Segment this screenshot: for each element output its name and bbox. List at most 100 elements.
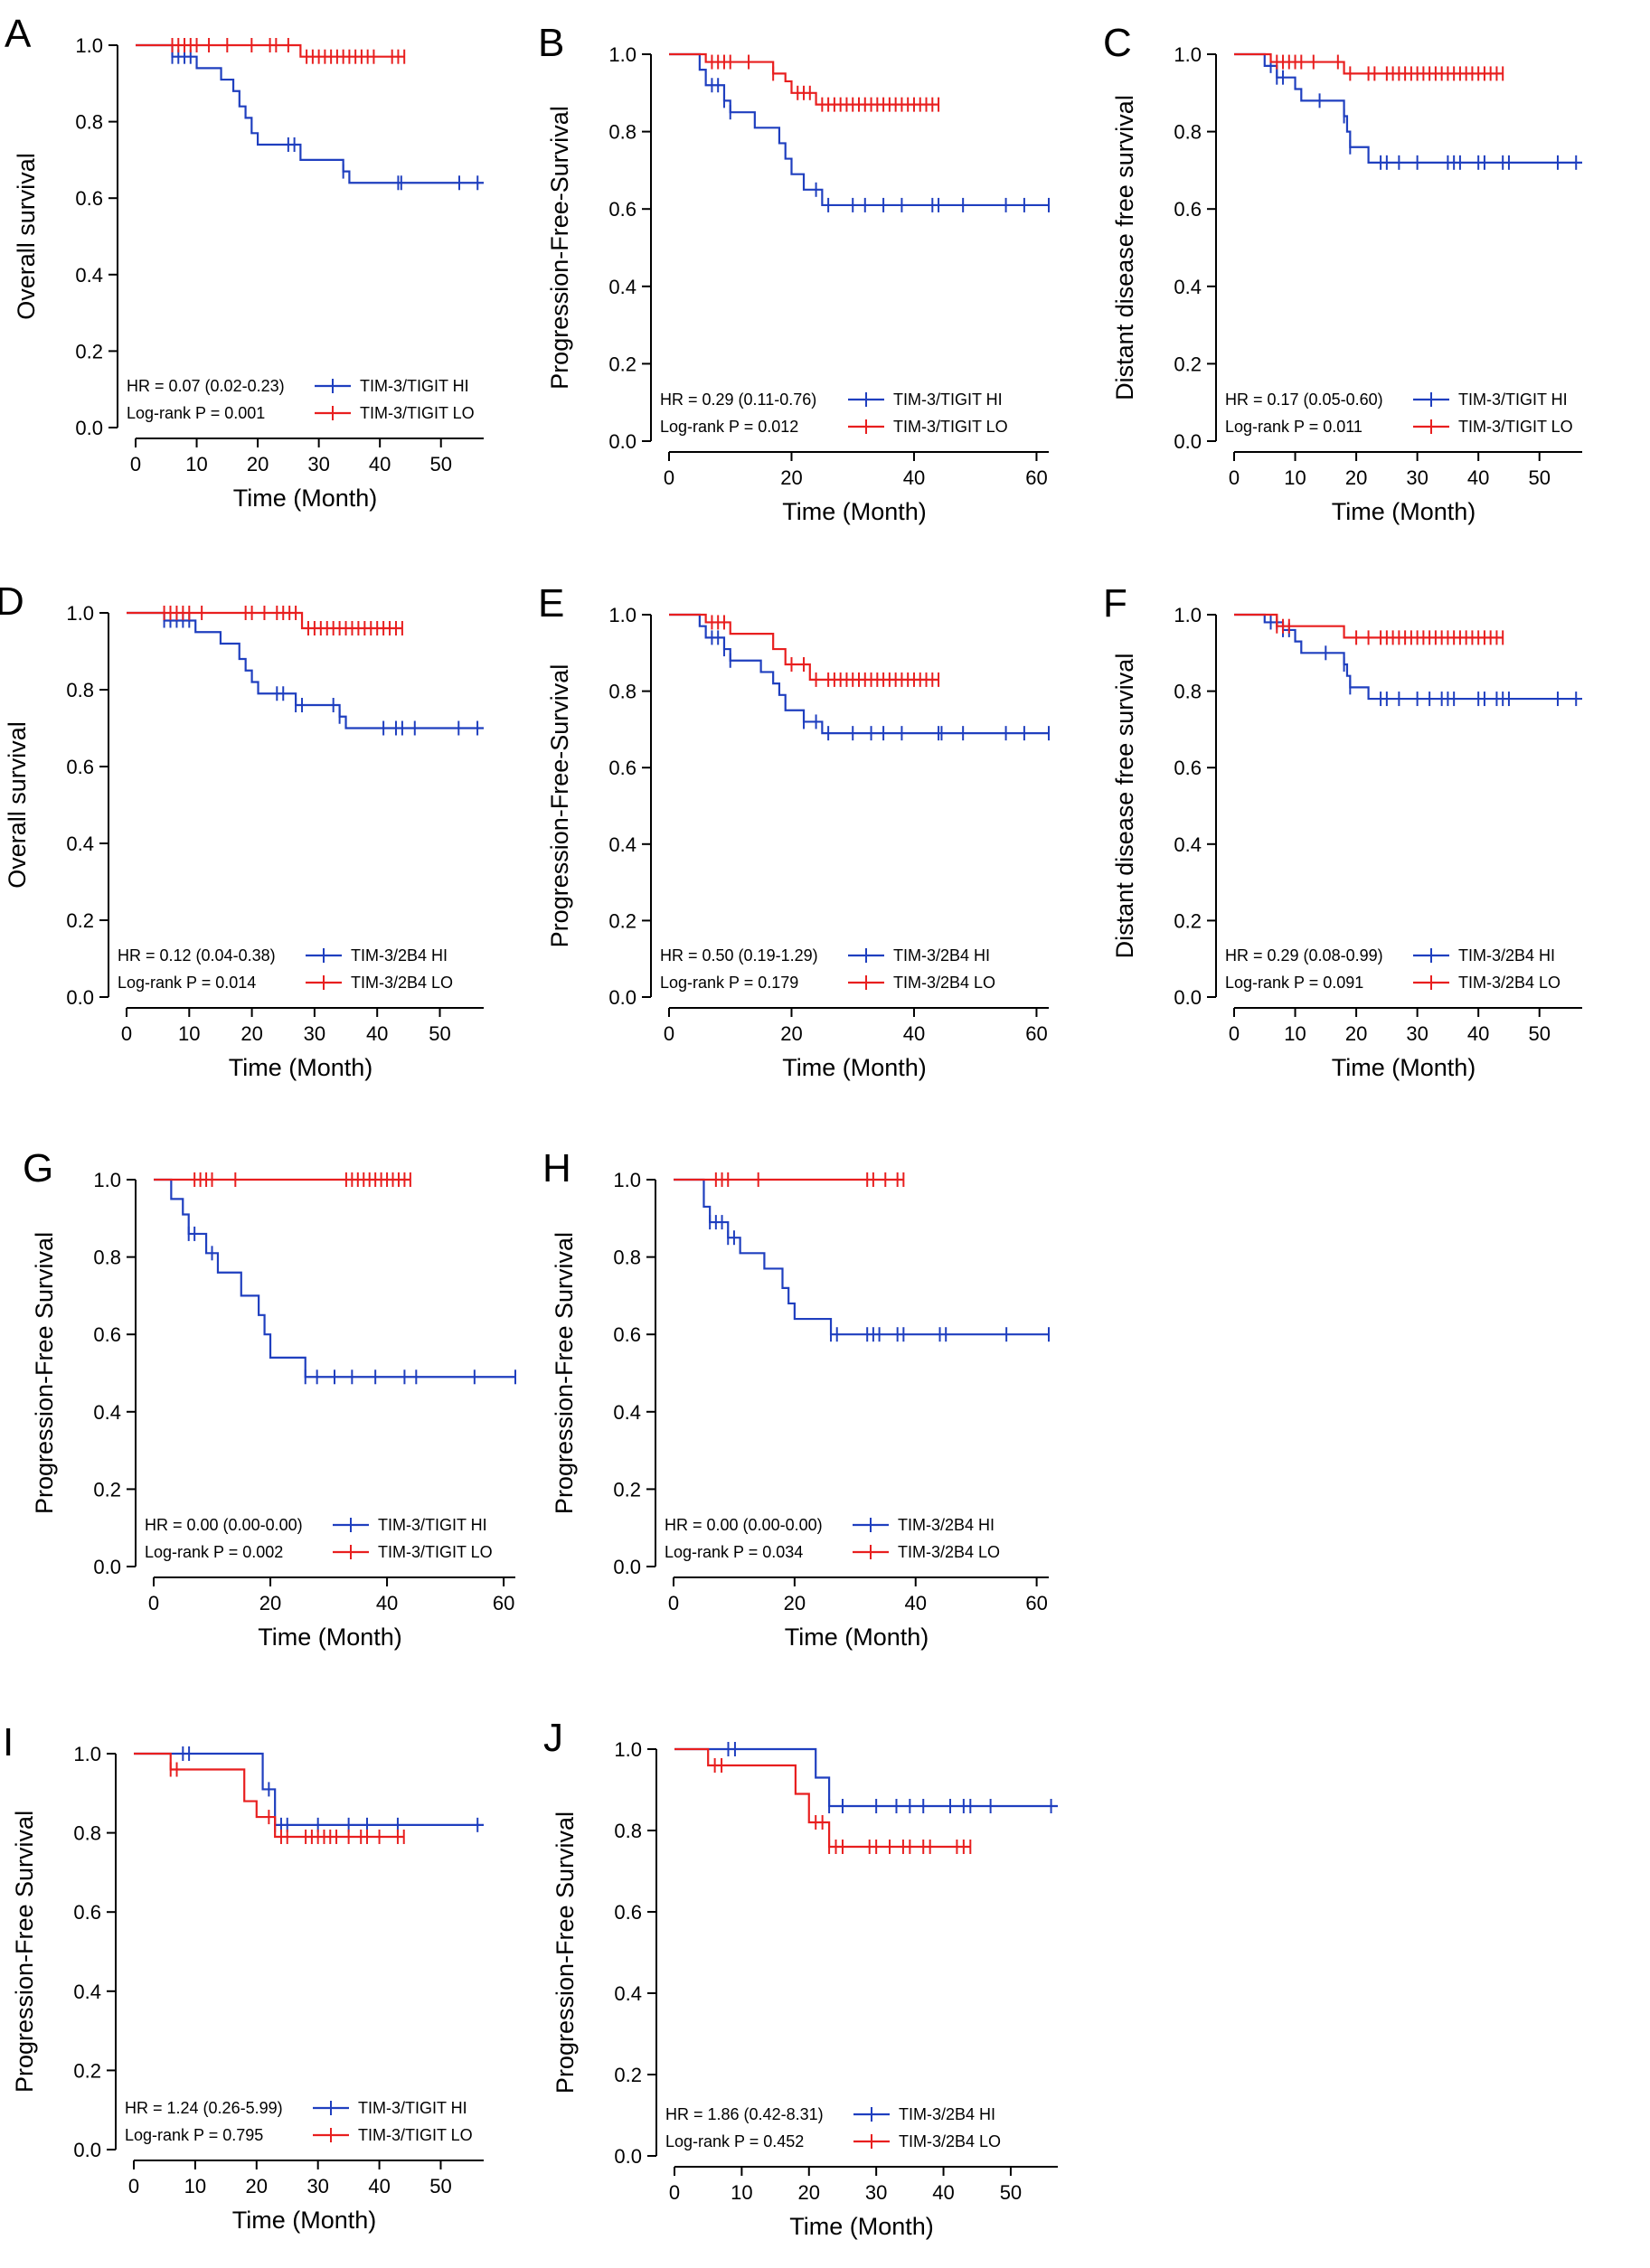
y-tick-label: 1.0 bbox=[66, 602, 94, 625]
series-line-hi bbox=[1234, 613, 1582, 701]
x-tick-label: 0 bbox=[664, 1022, 674, 1045]
x-tick-label: 40 bbox=[366, 1022, 388, 1045]
y-tick-label: 1.0 bbox=[75, 34, 103, 57]
x-tick-label: 20 bbox=[1345, 466, 1367, 489]
y-axis-title: Progression-Free Survival bbox=[552, 1812, 579, 2094]
x-axis-title: Time (Month) bbox=[1332, 1054, 1476, 1081]
y-axis-title: Distant disease free survival bbox=[1111, 654, 1138, 959]
y-tick-label: 1.0 bbox=[93, 1169, 121, 1191]
hazard-ratio-text: HR = 0.07 (0.02-0.23) bbox=[127, 377, 285, 395]
x-tick-label: 10 bbox=[185, 453, 207, 475]
y-tick-label: 0.8 bbox=[608, 121, 636, 144]
series-line-lo bbox=[1234, 613, 1504, 639]
logrank-p-text: Log-rank P = 0.002 bbox=[145, 1543, 283, 1561]
series-line-hi bbox=[674, 1178, 1049, 1336]
y-axis-title: Progression-Free-Survival bbox=[546, 106, 573, 390]
y-tick-label: 0.0 bbox=[73, 2139, 101, 2161]
x-tick-label: 50 bbox=[1528, 1022, 1550, 1045]
x-tick-label: 0 bbox=[128, 2175, 139, 2197]
series-line-hi bbox=[154, 1178, 515, 1379]
y-tick-label: 0.4 bbox=[66, 833, 94, 855]
panel-e: E 0.0 0.2 0.4 0.6 0.8 1.0 0 20 40 60 Time (Month) Pr… bbox=[538, 581, 1050, 1081]
x-tick-label: 40 bbox=[932, 2181, 954, 2204]
x-tick-label: 10 bbox=[184, 2175, 206, 2197]
x-tick-label: 10 bbox=[1284, 1022, 1306, 1045]
hazard-ratio-text: HR = 0.12 (0.04-0.38) bbox=[118, 946, 276, 965]
y-tick-label: 1.0 bbox=[1174, 604, 1202, 626]
panel-letter: I bbox=[3, 1720, 14, 1765]
y-axis-title: Overall survival bbox=[4, 721, 31, 889]
legend-label: TIM-3/TIGIT HI bbox=[360, 377, 469, 395]
y-tick-label: 0.8 bbox=[93, 1247, 121, 1269]
hazard-ratio-text: HR = 1.86 (0.42-8.31) bbox=[665, 2105, 824, 2123]
x-tick-label: 50 bbox=[1528, 466, 1550, 489]
y-tick-label: 0.4 bbox=[608, 833, 636, 856]
y-axis-title: Overall survival bbox=[13, 153, 40, 320]
x-axis-title: Time (Month) bbox=[789, 2213, 934, 2240]
y-tick-label: 0.6 bbox=[66, 756, 94, 778]
y-tick-label: 0.4 bbox=[614, 1982, 642, 2005]
series-line-lo bbox=[136, 43, 405, 58]
y-tick-label: 1.0 bbox=[73, 1743, 101, 1765]
y-tick-label: 0.6 bbox=[1174, 198, 1202, 221]
y-tick-label: 0.4 bbox=[1174, 833, 1202, 856]
x-tick-label: 20 bbox=[247, 453, 269, 475]
legend-label: TIM-3/TIGIT LO bbox=[1458, 418, 1573, 436]
x-tick-label: 30 bbox=[1406, 1022, 1428, 1045]
y-tick-label: 1.0 bbox=[608, 43, 636, 66]
series-line-hi bbox=[674, 1747, 1058, 1808]
y-tick-label: 1.0 bbox=[608, 604, 636, 626]
y-axis-title: Progression-Free-Survival bbox=[546, 664, 573, 948]
x-tick-label: 60 bbox=[1025, 1022, 1047, 1045]
x-tick-label: 30 bbox=[307, 453, 329, 475]
x-tick-label: 60 bbox=[493, 1592, 514, 1614]
x-axis-title: Time (Month) bbox=[1332, 498, 1476, 525]
y-tick-label: 0.8 bbox=[613, 1247, 641, 1269]
panel-letter: B bbox=[538, 21, 564, 65]
panel-j: J 0.0 0.2 0.4 0.6 0.8 1.0 0 10 20 30 40 50 Time (Mont… bbox=[543, 1716, 1058, 2240]
y-tick-label: 0.8 bbox=[75, 111, 103, 134]
legend-label: TIM-3/2B4 LO bbox=[1458, 974, 1560, 992]
x-tick-label: 60 bbox=[1025, 1592, 1047, 1614]
y-tick-label: 0.8 bbox=[614, 1820, 642, 1842]
logrank-p-text: Log-rank P = 0.014 bbox=[118, 974, 256, 992]
hazard-ratio-text: HR = 0.29 (0.11-0.76) bbox=[660, 391, 816, 409]
y-tick-label: 0.6 bbox=[73, 1901, 101, 1924]
x-tick-label: 0 bbox=[121, 1022, 132, 1045]
panel-h: H 0.0 0.2 0.4 0.6 0.8 1.0 0 20 40 60 Time (Month) Pr… bbox=[542, 1146, 1050, 1651]
x-tick-label: 60 bbox=[1025, 466, 1047, 489]
x-axis-title: Time (Month) bbox=[258, 1623, 402, 1651]
y-axis-title: Progression-Free Survival bbox=[11, 1811, 38, 2093]
legend-label: TIM-3/TIGIT HI bbox=[378, 1516, 487, 1534]
series-line-lo bbox=[669, 52, 939, 106]
x-tick-label: 30 bbox=[304, 1022, 325, 1045]
x-tick-label: 40 bbox=[368, 2175, 390, 2197]
x-tick-label: 20 bbox=[780, 466, 802, 489]
panel-i: I 0.0 0.2 0.4 0.6 0.8 1.0 0 10 20 30 40 50 Time (Mont… bbox=[3, 1720, 484, 2234]
x-axis-title: Time (Month) bbox=[233, 485, 378, 512]
x-tick-label: 50 bbox=[429, 2175, 451, 2197]
x-tick-label: 0 bbox=[668, 1592, 679, 1614]
x-tick-label: 30 bbox=[306, 2175, 328, 2197]
series-line-hi bbox=[669, 52, 1049, 207]
y-tick-label: 0.2 bbox=[66, 909, 94, 932]
y-axis-title: Progression-Free Survival bbox=[551, 1232, 578, 1514]
y-tick-label: 0.2 bbox=[93, 1478, 121, 1501]
panel-letter: C bbox=[1103, 21, 1132, 65]
x-tick-label: 50 bbox=[429, 453, 451, 475]
y-tick-label: 0.4 bbox=[1174, 276, 1202, 298]
y-tick-label: 0.8 bbox=[608, 681, 636, 703]
logrank-p-text: Log-rank P = 0.795 bbox=[125, 2126, 263, 2144]
y-axis-title: Progression-Free Survival bbox=[31, 1232, 58, 1514]
panel-g: G 0.0 0.2 0.4 0.6 0.8 1.0 0 20 40 60 Time (Month) Pr… bbox=[23, 1146, 516, 1651]
x-tick-label: 0 bbox=[130, 453, 141, 475]
y-tick-label: 0.2 bbox=[75, 340, 103, 362]
x-tick-label: 40 bbox=[1467, 1022, 1489, 1045]
x-tick-label: 0 bbox=[1229, 1022, 1240, 1045]
panel-letter: G bbox=[23, 1146, 53, 1190]
panel-c: C 0.0 0.2 0.4 0.6 0.8 1.0 0 10 20 30 40 50 Time (Mont… bbox=[1103, 21, 1582, 525]
y-tick-label: 0.6 bbox=[1174, 757, 1202, 779]
logrank-p-text: Log-rank P = 0.034 bbox=[665, 1543, 803, 1561]
y-tick-label: 0.6 bbox=[614, 1901, 642, 1924]
x-tick-label: 40 bbox=[904, 1592, 926, 1614]
